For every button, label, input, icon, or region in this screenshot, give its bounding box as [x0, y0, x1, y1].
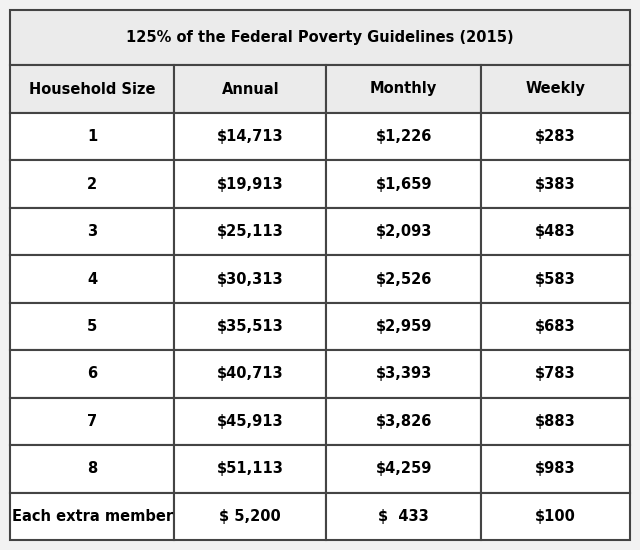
Text: $ 5,200: $ 5,200 [220, 509, 281, 524]
Text: $30,313: $30,313 [217, 272, 284, 287]
Bar [481, 303, 630, 350]
Bar [174, 113, 326, 161]
Text: $983: $983 [535, 461, 576, 476]
Bar [174, 255, 326, 303]
Bar [10, 350, 174, 398]
Bar [481, 65, 630, 113]
Bar [174, 303, 326, 350]
Text: $2,093: $2,093 [376, 224, 432, 239]
Text: $883: $883 [535, 414, 576, 429]
Text: Household Size: Household Size [29, 81, 156, 96]
Bar [326, 65, 481, 113]
Text: $14,713: $14,713 [217, 129, 284, 144]
Bar [174, 350, 326, 398]
Text: 125% of the Federal Poverty Guidelines (2015): 125% of the Federal Poverty Guidelines (… [126, 30, 514, 45]
Text: $51,113: $51,113 [217, 461, 284, 476]
Bar [174, 208, 326, 255]
Bar [10, 10, 630, 65]
Bar [481, 493, 630, 540]
Bar [174, 445, 326, 493]
Text: Each extra member: Each extra member [12, 509, 173, 524]
Bar [326, 350, 481, 398]
Text: $3,826: $3,826 [376, 414, 432, 429]
Bar [10, 398, 174, 445]
Text: $4,259: $4,259 [376, 461, 432, 476]
Text: $383: $383 [535, 177, 576, 191]
Text: $2,959: $2,959 [376, 319, 432, 334]
Bar [326, 113, 481, 161]
Bar [10, 445, 174, 493]
Bar [10, 113, 174, 161]
Bar [10, 303, 174, 350]
Bar [326, 303, 481, 350]
Text: Monthly: Monthly [370, 81, 437, 96]
Text: $683: $683 [535, 319, 576, 334]
Bar [481, 350, 630, 398]
Text: $  433: $ 433 [378, 509, 429, 524]
Text: $1,226: $1,226 [376, 129, 432, 144]
Bar [326, 493, 481, 540]
Text: $40,713: $40,713 [217, 366, 284, 382]
Bar [481, 445, 630, 493]
Bar [481, 113, 630, 161]
Bar [174, 398, 326, 445]
Bar [174, 65, 326, 113]
Text: 4: 4 [87, 272, 97, 287]
Text: $583: $583 [535, 272, 576, 287]
Text: $35,513: $35,513 [217, 319, 284, 334]
Bar [326, 445, 481, 493]
Bar [10, 208, 174, 255]
Text: 1: 1 [87, 129, 97, 144]
Text: $3,393: $3,393 [376, 366, 432, 382]
Text: $19,913: $19,913 [217, 177, 284, 191]
Text: $483: $483 [535, 224, 576, 239]
Bar [481, 398, 630, 445]
Text: 7: 7 [87, 414, 97, 429]
Text: 8: 8 [87, 461, 97, 476]
Bar [174, 493, 326, 540]
Bar [10, 255, 174, 303]
Text: 2: 2 [87, 177, 97, 191]
Text: Weekly: Weekly [525, 81, 586, 96]
Text: $2,526: $2,526 [376, 272, 432, 287]
Text: $783: $783 [535, 366, 576, 382]
Bar [481, 255, 630, 303]
Text: Annual: Annual [221, 81, 279, 96]
Bar [326, 208, 481, 255]
Text: $100: $100 [535, 509, 576, 524]
Text: 5: 5 [87, 319, 97, 334]
Text: $25,113: $25,113 [217, 224, 284, 239]
Bar [10, 493, 174, 540]
Text: $1,659: $1,659 [376, 177, 432, 191]
Text: $283: $283 [535, 129, 576, 144]
Bar [481, 161, 630, 208]
Text: 3: 3 [87, 224, 97, 239]
Bar [174, 161, 326, 208]
Text: $45,913: $45,913 [217, 414, 284, 429]
Bar [10, 65, 174, 113]
Bar [326, 255, 481, 303]
Text: 6: 6 [87, 366, 97, 382]
Bar [481, 208, 630, 255]
Bar [326, 161, 481, 208]
Bar [326, 398, 481, 445]
Bar [10, 161, 174, 208]
